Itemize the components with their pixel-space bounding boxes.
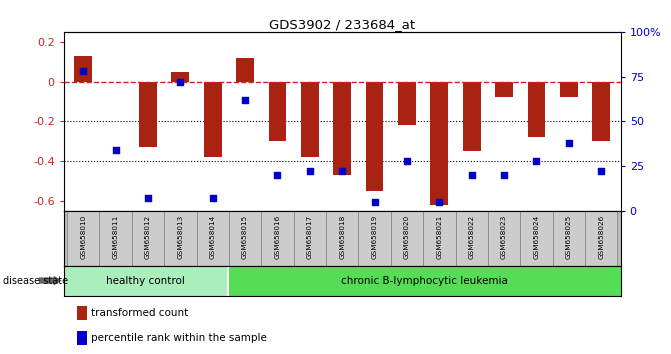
Bar xyxy=(560,81,578,97)
Bar xyxy=(268,81,287,141)
Bar xyxy=(495,81,513,97)
Bar xyxy=(333,81,351,175)
Point xyxy=(240,97,250,103)
Bar xyxy=(164,211,197,266)
Text: GSM658012: GSM658012 xyxy=(145,215,151,259)
Bar xyxy=(139,81,157,147)
Bar xyxy=(227,266,621,296)
Bar xyxy=(585,211,617,266)
Point xyxy=(272,172,282,178)
Bar xyxy=(488,211,520,266)
Bar xyxy=(74,56,92,81)
Text: percentile rank within the sample: percentile rank within the sample xyxy=(91,333,266,343)
Text: disease state: disease state xyxy=(3,275,68,286)
Bar xyxy=(391,211,423,266)
Text: GSM658024: GSM658024 xyxy=(533,215,539,259)
Bar xyxy=(527,81,546,137)
Bar xyxy=(294,211,326,266)
Text: GSM658026: GSM658026 xyxy=(599,215,605,259)
Bar xyxy=(430,81,448,205)
Point xyxy=(142,195,153,201)
Point xyxy=(531,158,542,164)
Text: GSM658021: GSM658021 xyxy=(436,215,442,259)
Text: GSM658019: GSM658019 xyxy=(372,215,378,259)
Text: GSM658010: GSM658010 xyxy=(80,215,86,259)
Bar xyxy=(366,81,384,191)
Bar xyxy=(326,211,358,266)
Title: GDS3902 / 233684_at: GDS3902 / 233684_at xyxy=(269,18,415,31)
Point xyxy=(596,169,607,174)
Bar xyxy=(456,211,488,266)
Bar xyxy=(132,211,164,266)
Bar xyxy=(520,211,553,266)
Text: GSM658018: GSM658018 xyxy=(340,215,345,259)
Bar xyxy=(261,211,294,266)
Point xyxy=(305,169,315,174)
Text: GSM658016: GSM658016 xyxy=(274,215,280,259)
Text: GSM658017: GSM658017 xyxy=(307,215,313,259)
Point xyxy=(402,158,413,164)
Text: GSM658020: GSM658020 xyxy=(404,215,410,259)
Point xyxy=(564,140,574,145)
Point xyxy=(110,147,121,153)
Point xyxy=(466,172,477,178)
Bar xyxy=(64,266,227,296)
Bar xyxy=(236,58,254,81)
Text: chronic B-lymphocytic leukemia: chronic B-lymphocytic leukemia xyxy=(341,275,507,286)
Bar xyxy=(197,211,229,266)
Text: GSM658023: GSM658023 xyxy=(501,215,507,259)
Point xyxy=(369,199,380,205)
Bar xyxy=(204,81,221,157)
Bar xyxy=(423,211,456,266)
Point xyxy=(78,68,89,74)
Point xyxy=(337,169,348,174)
Bar xyxy=(99,211,132,266)
Bar xyxy=(553,211,585,266)
Bar xyxy=(463,81,480,151)
Bar xyxy=(67,211,99,266)
Bar xyxy=(171,72,189,81)
Text: GSM658013: GSM658013 xyxy=(177,215,183,259)
Bar xyxy=(301,81,319,157)
Text: GSM658022: GSM658022 xyxy=(469,215,474,259)
Text: GSM658025: GSM658025 xyxy=(566,215,572,259)
Point xyxy=(207,195,218,201)
Text: GSM658011: GSM658011 xyxy=(113,215,119,259)
Text: healthy control: healthy control xyxy=(106,275,185,286)
Bar xyxy=(229,211,261,266)
Bar xyxy=(358,211,391,266)
Point xyxy=(175,79,186,85)
Text: transformed count: transformed count xyxy=(91,308,188,318)
Text: GSM658014: GSM658014 xyxy=(210,215,215,259)
Point xyxy=(499,172,509,178)
Bar xyxy=(592,81,610,141)
Point xyxy=(434,199,445,205)
Text: GSM658015: GSM658015 xyxy=(242,215,248,259)
Bar xyxy=(398,81,416,125)
